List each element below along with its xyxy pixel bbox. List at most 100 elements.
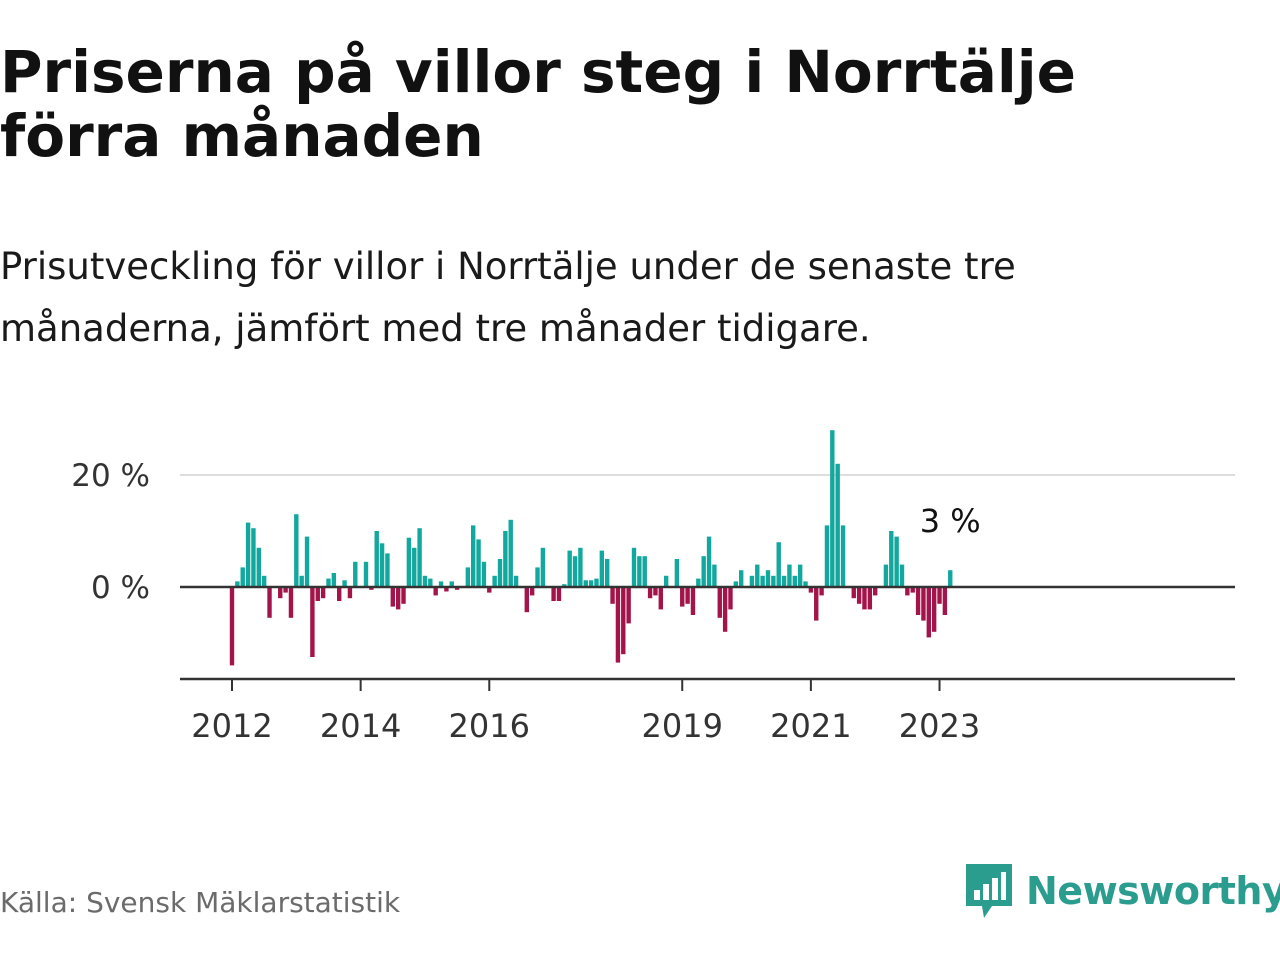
bar	[433, 587, 438, 596]
bar	[487, 587, 492, 593]
bar	[712, 564, 717, 587]
bar	[722, 587, 728, 632]
bar	[690, 587, 696, 615]
bar	[331, 573, 337, 587]
bar	[760, 575, 765, 587]
bar	[910, 587, 915, 593]
bar	[776, 542, 781, 587]
bar	[444, 587, 449, 592]
bar	[551, 587, 556, 601]
bar	[749, 575, 755, 587]
bar	[390, 587, 395, 607]
bar	[733, 581, 739, 587]
bar	[395, 587, 401, 610]
bar	[647, 587, 653, 599]
bar	[524, 587, 529, 613]
axes	[180, 585, 1235, 691]
bar	[363, 561, 369, 587]
bar	[792, 575, 797, 587]
bar	[578, 547, 583, 587]
bar	[674, 559, 680, 587]
bar	[315, 587, 320, 601]
bar	[787, 564, 792, 587]
bar	[369, 587, 374, 590]
bar	[401, 587, 406, 604]
bar	[267, 587, 272, 618]
bar	[824, 525, 830, 587]
bar	[706, 536, 712, 587]
bar	[765, 570, 771, 587]
bar	[428, 578, 433, 587]
bar	[256, 547, 261, 587]
bar	[540, 547, 546, 587]
bar	[385, 553, 390, 587]
bar	[814, 587, 819, 621]
bar	[840, 525, 846, 587]
bar	[304, 536, 310, 587]
bar	[481, 561, 487, 587]
bar	[412, 547, 417, 587]
bar	[642, 556, 647, 587]
bar	[856, 587, 862, 604]
bar	[594, 578, 599, 587]
bar	[717, 587, 722, 618]
bar	[299, 575, 304, 587]
bar	[535, 567, 540, 587]
bar	[921, 587, 926, 621]
bar	[347, 587, 353, 599]
bar	[278, 587, 283, 599]
bar	[583, 580, 588, 587]
bar	[353, 561, 358, 587]
bar	[562, 584, 567, 587]
bar	[942, 587, 948, 615]
bar	[781, 575, 787, 587]
bar	[529, 587, 535, 596]
bar	[610, 587, 615, 604]
bar	[851, 587, 856, 599]
bar	[310, 587, 315, 657]
bar	[283, 587, 288, 593]
bar	[235, 581, 240, 587]
bar	[803, 581, 808, 587]
bar	[599, 550, 605, 587]
bar	[567, 550, 572, 587]
bar	[476, 539, 481, 587]
bar	[937, 587, 942, 604]
bar	[894, 536, 899, 587]
y-tick-label: 0 %	[91, 570, 150, 606]
bar	[808, 587, 814, 593]
bar	[889, 531, 894, 587]
bar	[572, 556, 578, 587]
bar	[417, 528, 422, 587]
bar	[503, 531, 508, 587]
bar	[605, 559, 610, 587]
bar	[449, 581, 454, 587]
bar	[631, 547, 637, 587]
bar	[320, 587, 326, 599]
bar	[406, 537, 412, 587]
bar	[931, 587, 937, 632]
bar	[240, 567, 245, 587]
bar	[513, 575, 519, 587]
bar	[915, 587, 921, 615]
bar	[626, 587, 631, 624]
bar	[379, 543, 385, 587]
bar	[948, 570, 953, 587]
bar	[245, 522, 251, 587]
bar	[819, 587, 824, 596]
bar	[438, 581, 444, 587]
bar	[883, 564, 889, 587]
bar	[588, 580, 594, 587]
bar	[926, 587, 931, 638]
bar	[251, 528, 256, 587]
bar	[615, 587, 621, 663]
bar	[899, 564, 905, 587]
brand-name: Newsworthy	[1026, 869, 1280, 913]
bar	[728, 587, 733, 610]
bar	[556, 587, 562, 601]
x-tick-label: 2014	[320, 707, 401, 745]
bar	[454, 587, 460, 590]
bar	[508, 519, 513, 587]
bar	[658, 587, 663, 610]
